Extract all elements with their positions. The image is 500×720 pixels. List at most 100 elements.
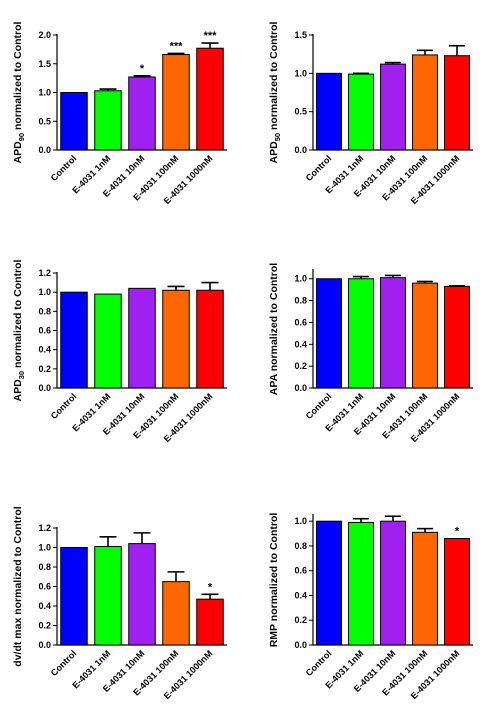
y-tick-label: 0.2 <box>294 361 307 371</box>
x-category-label: Control <box>49 648 79 678</box>
y-axis-label-rest: normalized to Control <box>12 21 24 132</box>
y-axis-label: APD90 normalized to Control <box>12 21 26 163</box>
bar-2 <box>128 287 156 389</box>
bar-0 <box>60 291 88 389</box>
y-tick-label: 1.5 <box>294 30 307 40</box>
x-category-label: Control <box>304 391 334 421</box>
bar-1 <box>94 293 122 389</box>
y-tick-label: 0.0 <box>38 383 51 393</box>
y-axis-label-main: RMP normalized to Control <box>268 513 280 648</box>
y-tick-label: 0.6 <box>294 566 307 576</box>
y-tick-label: 1.5 <box>38 59 51 69</box>
bar-4 <box>196 598 224 646</box>
bar-1 <box>348 73 374 151</box>
x-category-label: Control <box>304 648 334 678</box>
bar-3 <box>412 54 438 151</box>
y-tick-label: 0.4 <box>38 601 51 611</box>
y-tick-label: 0.6 <box>38 582 51 592</box>
y-tick-label: 0.2 <box>38 364 51 374</box>
chart-panel-2: 0.0 0.5 1.0 1.5 APD50 normalized to Control C… <box>268 21 473 206</box>
bar-1 <box>348 521 374 646</box>
y-axis-label: RMP normalized to Control <box>268 513 280 648</box>
chart-panel-6: 0.0 0.2 0.4 0.6 0.8 1.0 RMP normalized to Cont… <box>268 513 473 701</box>
y-tick-label: 0.0 <box>38 145 51 155</box>
significance-marker-4: * <box>455 526 460 538</box>
y-tick-label: 0.8 <box>294 541 307 551</box>
bar-4 <box>444 285 470 389</box>
y-axis-label-main: APD <box>268 141 280 164</box>
y-tick-label: 1.0 <box>38 88 51 98</box>
y-axis-label-main: dv/dt max normalized to Control <box>12 506 24 667</box>
y-tick-label: 1.0 <box>294 68 307 78</box>
y-tick-label: 0.6 <box>294 317 307 327</box>
y-tick-label: 0.2 <box>294 615 307 625</box>
y-tick-label: 0.5 <box>294 107 307 117</box>
y-tick-label: 1.2 <box>38 523 51 533</box>
bar-2 <box>128 76 156 151</box>
x-category-label: Control <box>49 153 79 183</box>
chart-panel-5: 0.0 0.2 0.4 0.6 0.8 1.0 1.2 dv/dt max normalize… <box>12 506 227 701</box>
bar-2 <box>380 63 406 151</box>
bar-0 <box>60 547 88 646</box>
significance-marker-3: *** <box>170 40 184 52</box>
y-tick-label: 0.0 <box>294 383 307 393</box>
bar-3 <box>412 531 438 646</box>
y-tick-label: 0.6 <box>38 326 51 336</box>
y-tick-label: 1.2 <box>38 268 51 278</box>
x-category-label: Control <box>304 153 334 183</box>
bar-3 <box>412 282 438 389</box>
y-tick-label: 1.0 <box>38 287 51 297</box>
chart-panel-1: 0.0 0.5 1.0 1.5 2.0 APD90 normalized to Contr… <box>12 21 227 206</box>
y-tick-label: 0.0 <box>38 640 51 650</box>
y-tick-label: 0.5 <box>38 116 51 126</box>
y-tick-label: 0.4 <box>294 339 307 349</box>
y-tick-label: 0.8 <box>38 306 51 316</box>
y-tick-label: 1.0 <box>294 516 307 526</box>
bar-1 <box>348 278 374 389</box>
y-axis-label: APA normalized to Control <box>268 263 280 395</box>
y-tick-label: 0.0 <box>294 640 307 650</box>
y-axis-label-subscript: 90 <box>17 133 26 141</box>
y-tick-label: 1.0 <box>38 543 51 553</box>
chart-panel-4: 0.0 0.2 0.4 0.6 0.8 1.0 APA normalized to Cont… <box>268 263 473 444</box>
bar-4 <box>196 47 224 151</box>
bar-0 <box>316 278 342 389</box>
y-tick-label: 0.2 <box>38 621 51 631</box>
y-axis-label-main: APD <box>12 379 24 402</box>
y-axis-label-main: APD <box>12 141 24 164</box>
bar-0 <box>60 92 88 151</box>
bar-2 <box>128 543 156 646</box>
bar-4 <box>444 55 470 151</box>
y-tick-label: 2.0 <box>38 30 51 40</box>
y-tick-label: 0.4 <box>38 345 51 355</box>
y-axis-label-main: APA normalized to Control <box>268 263 280 395</box>
y-tick-label: 0.4 <box>294 590 307 600</box>
y-tick-label: 0.8 <box>294 296 307 306</box>
y-axis-label-subscript: 30 <box>17 371 26 379</box>
y-tick-label: 0.0 <box>294 145 307 155</box>
bar-1 <box>94 90 122 151</box>
bar-1 <box>94 546 122 646</box>
bar-4 <box>196 289 224 389</box>
y-axis-label-rest: normalized to Control <box>12 259 24 370</box>
bar-2 <box>380 520 406 646</box>
y-axis-label: APD50 normalized to Control <box>268 21 282 163</box>
y-axis-label: dv/dt max normalized to Control <box>12 506 24 667</box>
bar-2 <box>380 277 406 389</box>
y-axis-label-subscript: 50 <box>273 133 282 141</box>
y-axis-label: APD30 normalized to Control <box>12 259 26 401</box>
bar-3 <box>162 289 190 389</box>
y-axis-label-rest: normalized to Control <box>268 21 280 132</box>
bar-0 <box>316 520 342 646</box>
significance-marker-2: * <box>140 63 145 75</box>
significance-marker-4: * <box>208 581 213 593</box>
bar-0 <box>316 72 342 151</box>
significance-marker-4: *** <box>204 30 218 42</box>
bar-4 <box>444 538 470 646</box>
chart-panel-3: 0.0 0.2 0.4 0.6 0.8 1.0 1.2 APD30 normalized to… <box>12 259 227 444</box>
y-tick-label: 1.0 <box>294 274 307 284</box>
x-category-label: Control <box>49 391 79 421</box>
y-tick-label: 0.8 <box>38 562 51 572</box>
bar-3 <box>162 581 190 646</box>
